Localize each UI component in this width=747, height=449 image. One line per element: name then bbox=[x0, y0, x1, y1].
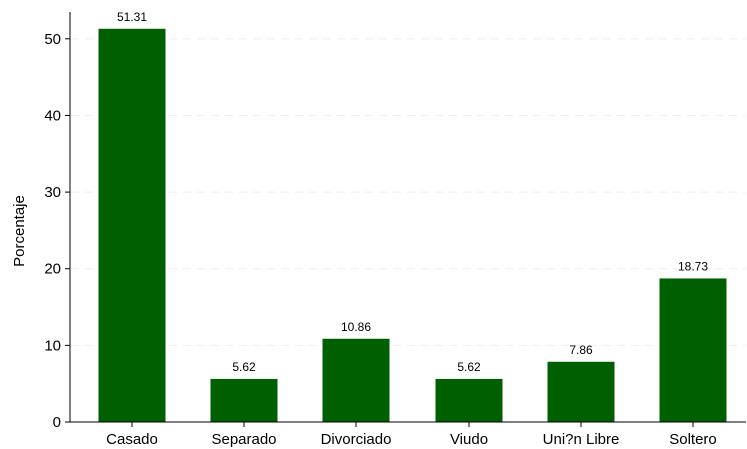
data-label-3: 5.62 bbox=[457, 360, 481, 374]
data-labels: 51.31 5.62 10.86 5.62 7.86 18.73 bbox=[117, 10, 708, 374]
y-tick-label-0: 0 bbox=[53, 414, 61, 431]
bar-viudo bbox=[435, 378, 503, 422]
x-tick-label-4: Uni?n Libre bbox=[543, 431, 620, 448]
y-axis-label: Porcentaje bbox=[11, 195, 28, 267]
y-tick-label-20: 20 bbox=[44, 261, 61, 278]
x-ticks: Casado Separado Divorciado Viudo Uni?n Libre… bbox=[106, 422, 717, 448]
bar-separado bbox=[210, 378, 278, 422]
data-label-2: 10.86 bbox=[341, 320, 371, 334]
bar-soltero bbox=[659, 278, 727, 422]
data-label-5: 18.73 bbox=[678, 259, 708, 273]
y-ticks: 0 10 20 30 40 50 bbox=[44, 31, 70, 431]
x-tick-label-2: Divorciado bbox=[321, 431, 392, 448]
data-label-0: 51.31 bbox=[117, 10, 147, 24]
gridlines bbox=[71, 38, 746, 346]
bars bbox=[98, 28, 727, 423]
x-tick-label-3: Viudo bbox=[450, 431, 488, 448]
data-label-4: 7.86 bbox=[569, 343, 593, 357]
axes bbox=[69, 12, 746, 423]
x-tick-label-5: Soltero bbox=[669, 431, 717, 448]
x-tick-label-0: Casado bbox=[106, 431, 158, 448]
y-tick-label-10: 10 bbox=[44, 337, 61, 354]
bar-divorciado bbox=[322, 338, 390, 422]
data-label-1: 5.62 bbox=[232, 360, 256, 374]
y-tick-label-30: 30 bbox=[44, 184, 61, 201]
y-tick-label-40: 40 bbox=[44, 107, 61, 124]
x-tick-label-1: Separado bbox=[211, 431, 276, 448]
bar-uni-n-libre bbox=[547, 361, 615, 422]
y-tick-label-50: 50 bbox=[44, 31, 61, 48]
bar-casado bbox=[98, 28, 166, 423]
